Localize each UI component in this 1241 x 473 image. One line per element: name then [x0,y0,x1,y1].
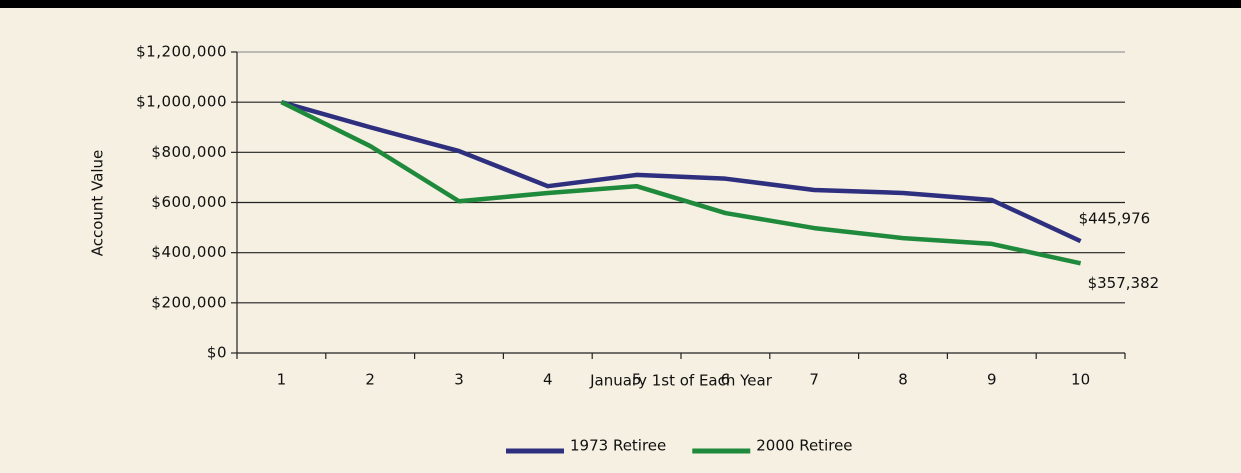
x-tick-label: 10 [1071,371,1090,389]
x-tick-label: 4 [543,371,553,389]
y-tick-label: $400,000 [151,243,227,261]
y-tick-label: $1,000,000 [136,93,227,111]
y-tick-label: $0 [207,344,227,362]
series-line [280,100,1082,266]
x-tick-label: 9 [987,371,997,389]
data-label: $357,382 [1088,274,1160,292]
legend-label: 1973 Retiree [570,437,666,455]
y-tick-label: $200,000 [151,293,227,311]
x-tick-label: 7 [809,371,819,389]
x-tick-label: 2 [365,371,375,389]
x-axis-title: January 1st of Each Year [589,372,773,390]
x-tick-label: 5 [632,371,642,389]
data-label: $445,976 [1079,210,1151,228]
x-tick-label: 3 [454,371,464,389]
x-tick-label: 8 [898,371,908,389]
top-bar [0,0,1241,8]
y-axis-title: Account Value [89,150,107,257]
series-line [280,100,1082,244]
x-tick-label: 1 [277,371,287,389]
y-tick-label: $1,200,000 [136,43,227,61]
y-tick-label: $800,000 [151,143,227,161]
y-tick-label: $600,000 [151,193,227,211]
legend-label: 2000 Retiree [756,437,852,455]
x-tick-label: 6 [721,371,731,389]
